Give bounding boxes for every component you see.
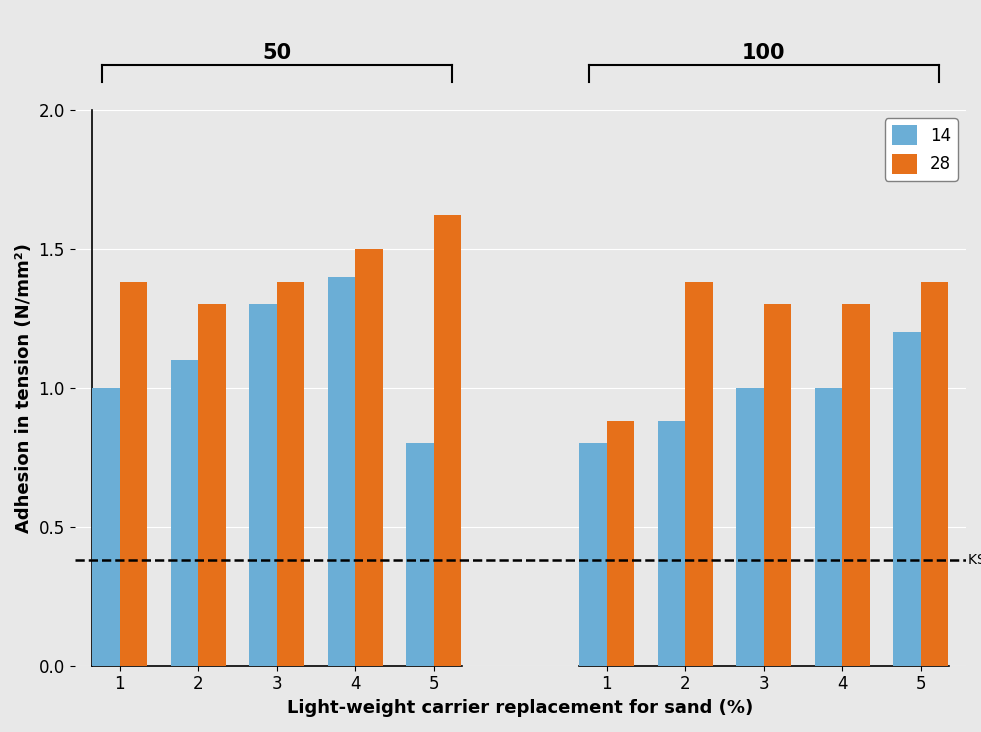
Bar	[921, 282, 949, 665]
Bar	[328, 277, 355, 665]
Bar	[894, 332, 921, 665]
Bar	[198, 305, 226, 665]
Bar	[764, 305, 792, 665]
Text: 100: 100	[742, 42, 786, 63]
Bar	[686, 282, 713, 665]
Bar	[606, 421, 634, 665]
Bar	[406, 444, 434, 665]
Text: 50: 50	[262, 42, 291, 63]
Bar	[579, 444, 606, 665]
X-axis label: Light-weight carrier replacement for sand (%): Light-weight carrier replacement for san…	[287, 699, 753, 717]
Bar	[92, 388, 120, 665]
Bar	[815, 388, 843, 665]
Bar	[120, 282, 147, 665]
Y-axis label: Adhesion in tension (N/mm²): Adhesion in tension (N/mm²)	[15, 243, 33, 533]
Bar	[171, 360, 198, 665]
Bar	[249, 305, 277, 665]
Bar	[434, 215, 461, 665]
Bar	[277, 282, 304, 665]
Bar	[737, 388, 764, 665]
Text: KS requirement: KS requirement	[967, 553, 981, 567]
Bar	[657, 421, 686, 665]
Bar	[355, 249, 383, 665]
Legend: 14, 28: 14, 28	[885, 118, 957, 181]
Bar	[843, 305, 870, 665]
